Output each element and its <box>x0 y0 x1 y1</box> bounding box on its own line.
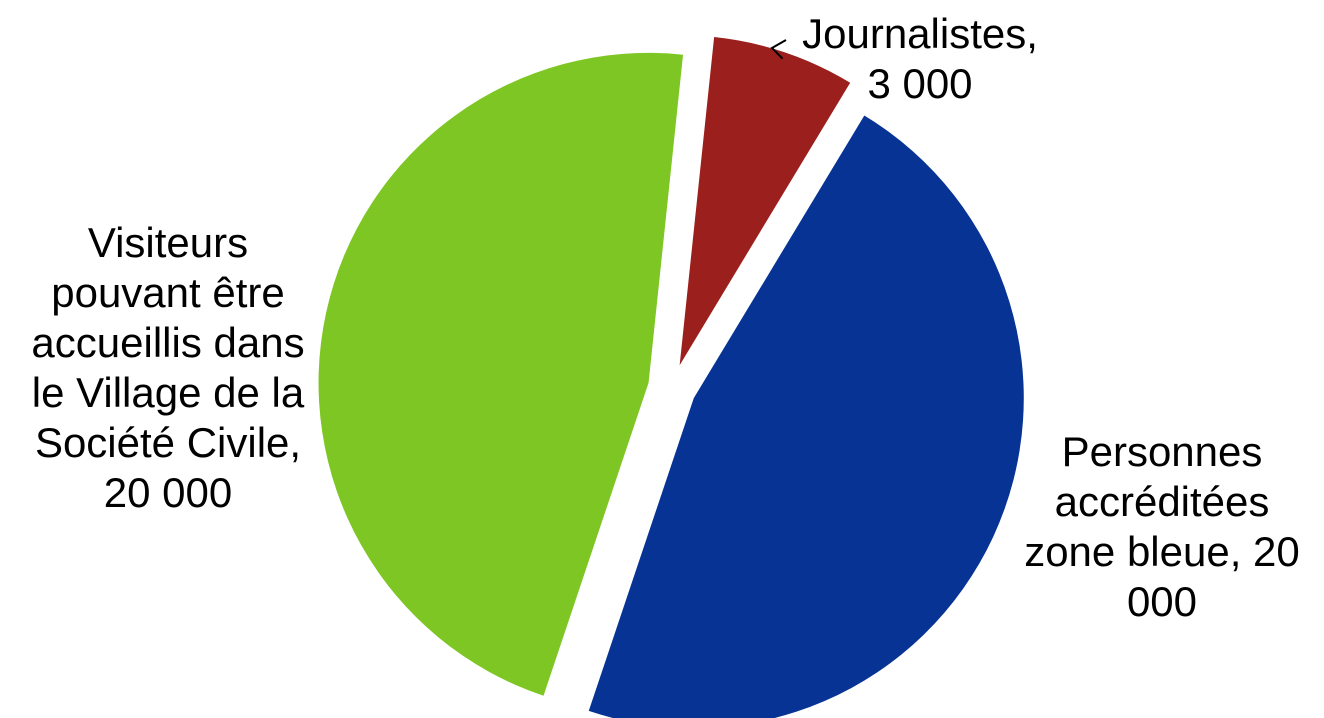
slice-label-line: pouvant être <box>51 269 285 316</box>
slice-label-line: Journalistes, <box>802 10 1038 57</box>
leader-line-journalistes <box>770 39 787 60</box>
pie-slice-personnes-accr-dit-es-zone-bleue <box>588 115 1024 718</box>
slice-label-line: Personnes <box>1062 428 1263 475</box>
slice-label-line: accréditées <box>1055 478 1270 525</box>
slice-label: Visiteurs pouvant être accueillis dans le V… <box>31 219 304 516</box>
slice-label-line: 000 <box>1127 578 1197 625</box>
slice-label-line: 3 000 <box>867 60 972 107</box>
pie-slice-visiteurs-pouvant-tre-accueillis-dans-le-village-de-la-soci-t-civile <box>318 52 684 696</box>
pie-labels: Journalistes, 3 000 Personnes accréditées zo… <box>31 10 1299 625</box>
pie-slice-journalistes <box>679 37 851 366</box>
slice-label-line: accueillis dans <box>31 319 304 366</box>
slice-label-line: le Village de la <box>32 369 305 416</box>
slice-label-line: 20 000 <box>104 469 232 516</box>
slice-label: Journalistes, 3 000 <box>802 10 1038 107</box>
slice-label: Personnes accréditées zone bleue, 20 000 <box>1024 428 1300 625</box>
slice-label-line: zone bleue, 20 <box>1024 528 1300 575</box>
pie-slices <box>318 37 1024 718</box>
slice-label-line: Société Civile, <box>35 419 301 466</box>
slice-label-line: Visiteurs <box>88 219 248 266</box>
